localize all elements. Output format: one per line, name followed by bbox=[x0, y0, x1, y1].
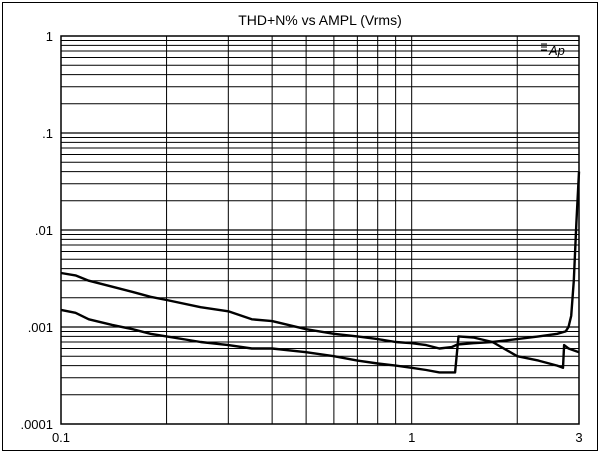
y-tick-labels: 1 .1 .01 .001 .0001 bbox=[20, 29, 53, 432]
y-tick-label: 1 bbox=[46, 29, 53, 44]
y-tick-label: .001 bbox=[28, 320, 53, 335]
x-tick-label: 3 bbox=[575, 430, 582, 445]
thd-plot: THD+N% vs AMPL (Vrms) 0.1 1 3 1 .1 .01 .001 .0… bbox=[3, 3, 599, 452]
series-line-1 bbox=[61, 172, 579, 349]
y-tick-label: .0001 bbox=[20, 417, 53, 432]
x-tick-label: 0.1 bbox=[52, 430, 70, 445]
logo-text: Ap bbox=[548, 43, 565, 58]
grid-lines bbox=[61, 36, 579, 424]
y-tick-label: .1 bbox=[42, 126, 53, 141]
y-tick-label: .01 bbox=[35, 223, 53, 238]
chart-title: THD+N% vs AMPL (Vrms) bbox=[238, 12, 401, 28]
x-tick-label: 1 bbox=[408, 430, 415, 445]
x-tick-labels: 0.1 1 3 bbox=[52, 430, 583, 445]
